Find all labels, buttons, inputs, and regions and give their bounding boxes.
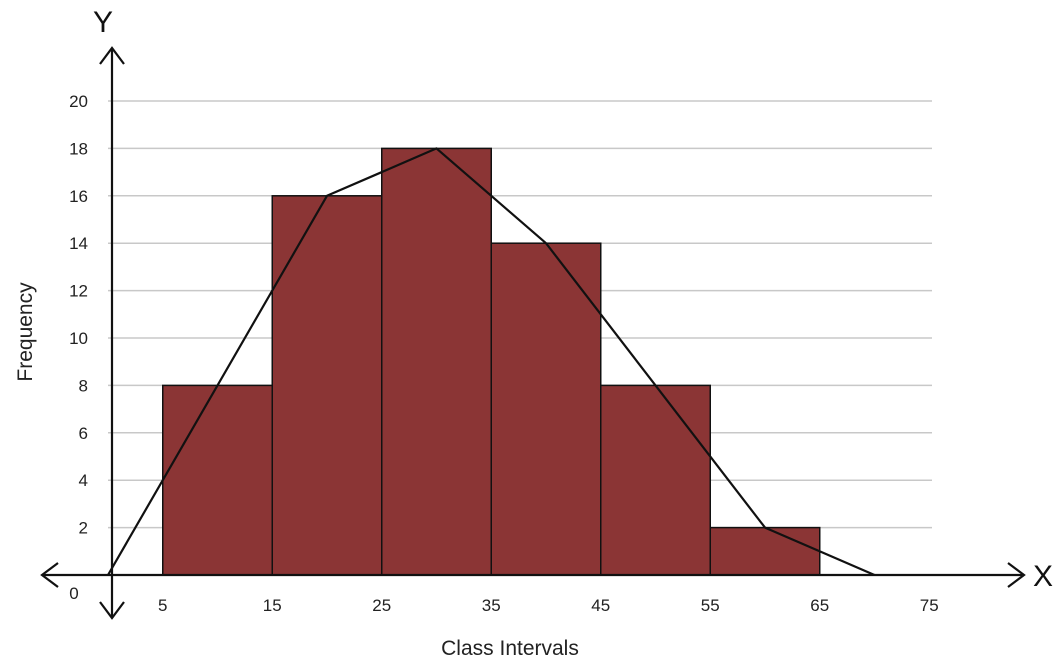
y-axis-arrow-down [99, 601, 125, 620]
bar-25-35 [381, 147, 492, 576]
y-axis-letter: Y [93, 6, 113, 39]
x-tick-label-15: 15 [263, 596, 282, 615]
axes [40, 46, 1026, 620]
frequency-polygon-line [107, 147, 875, 577]
bar-5-15 [162, 384, 273, 576]
y-tick-label-6: 6 [79, 424, 88, 443]
y-tick-label-18: 18 [69, 139, 88, 158]
origin-label: 0 [69, 584, 78, 603]
y-tick-label-4: 4 [79, 471, 88, 490]
y-tick-label-20: 20 [69, 92, 88, 111]
x-axis-title: Class Intervals [441, 637, 579, 660]
x-tick-label-45: 45 [591, 596, 610, 615]
bar-55-65 [709, 526, 821, 576]
x-tick-label-25: 25 [372, 596, 391, 615]
histogram-bars [162, 147, 821, 576]
y-axis-title: Frequency [14, 282, 37, 382]
y-tick-label-2: 2 [79, 519, 88, 538]
x-tick-label-65: 65 [810, 596, 829, 615]
x-tick-label-55: 55 [701, 596, 720, 615]
y-tick-label-10: 10 [69, 329, 88, 348]
bar-45-55 [600, 384, 711, 576]
bar-15-25 [271, 195, 383, 576]
x-axis-arrow-left [40, 562, 59, 588]
y-tick-label-16: 16 [69, 187, 88, 206]
y-axis-arrow-up [99, 46, 125, 65]
tick-labels: 2 4 6 8 10 12 14 16 18 20 5 15 25 35 45 55 65 75 [69, 92, 939, 615]
x-axis-letter: X [1033, 560, 1053, 593]
y-tick-label-12: 12 [69, 282, 88, 301]
y-tick-label-8: 8 [79, 376, 88, 395]
x-tick-label-5: 5 [158, 596, 167, 615]
x-axis-arrow-right [1007, 562, 1026, 588]
x-tick-label-35: 35 [482, 596, 501, 615]
x-tick-label-75: 75 [920, 596, 939, 615]
y-tick-label-14: 14 [69, 234, 88, 253]
